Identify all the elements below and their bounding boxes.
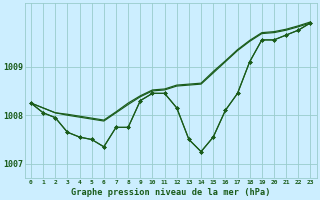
X-axis label: Graphe pression niveau de la mer (hPa): Graphe pression niveau de la mer (hPa) [71, 188, 270, 197]
